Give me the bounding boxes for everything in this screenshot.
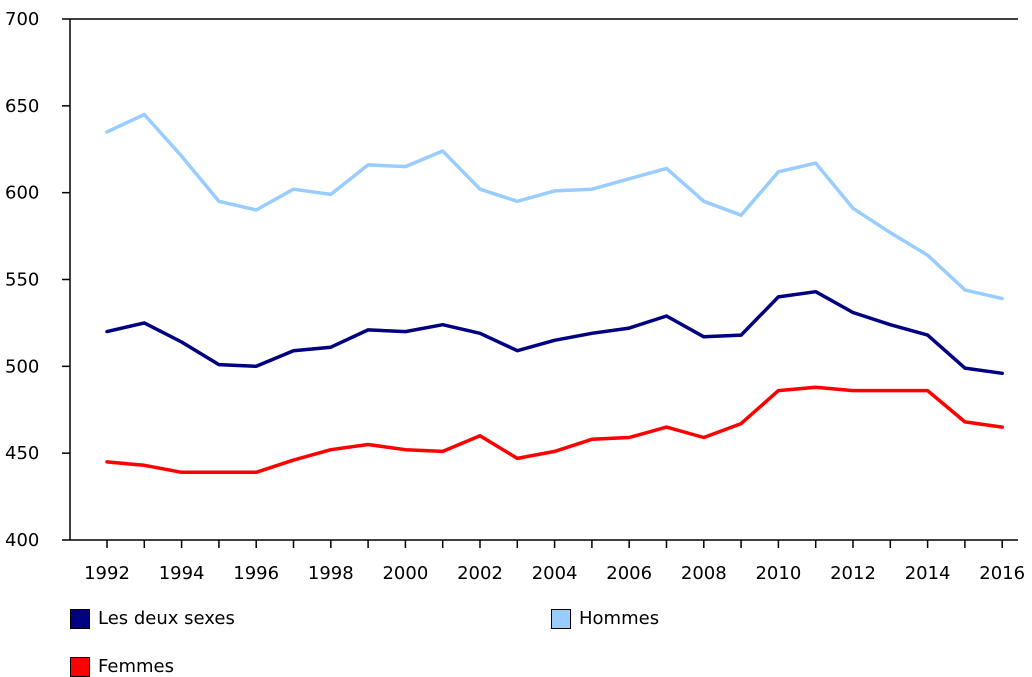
series-line-0 (105, 289, 1004, 376)
axes (69, 18, 1018, 541)
x-tick-label: 2010 (755, 563, 801, 584)
x-tick-label: 2000 (382, 563, 428, 584)
y-tick-label: 450 (5, 443, 39, 464)
x-tick-label: 2014 (905, 563, 951, 584)
x-tick-label: 2002 (457, 563, 503, 584)
y-tick-label: 500 (5, 356, 39, 377)
series-line-2 (105, 385, 1004, 475)
x-tick-label: 2016 (979, 563, 1025, 584)
x-tick-label: 2012 (830, 563, 876, 584)
series-lines (105, 112, 1004, 475)
series-line-1 (105, 112, 1004, 301)
x-tick-label: 1994 (159, 563, 205, 584)
x-axis-ticks: 1992 1994 1996 1998 2000 2002 2004 2006 2008 2010… (84, 540, 1025, 584)
y-axis-ticks: 400 450 500 550 600 650 700 (5, 9, 70, 551)
x-tick-label: 1996 (233, 563, 279, 584)
x-tick-label: 2006 (606, 563, 652, 584)
y-tick-label: 400 (5, 530, 39, 551)
x-tick-label: 2004 (532, 563, 578, 584)
y-tick-label: 600 (5, 183, 39, 204)
y-tick-label: 550 (5, 270, 39, 291)
y-tick-label: 700 (5, 9, 39, 30)
x-tick-label: 1992 (84, 563, 130, 584)
x-tick-label: 2008 (681, 563, 727, 584)
y-tick-label: 650 (5, 96, 39, 117)
x-tick-label: 1998 (308, 563, 354, 584)
